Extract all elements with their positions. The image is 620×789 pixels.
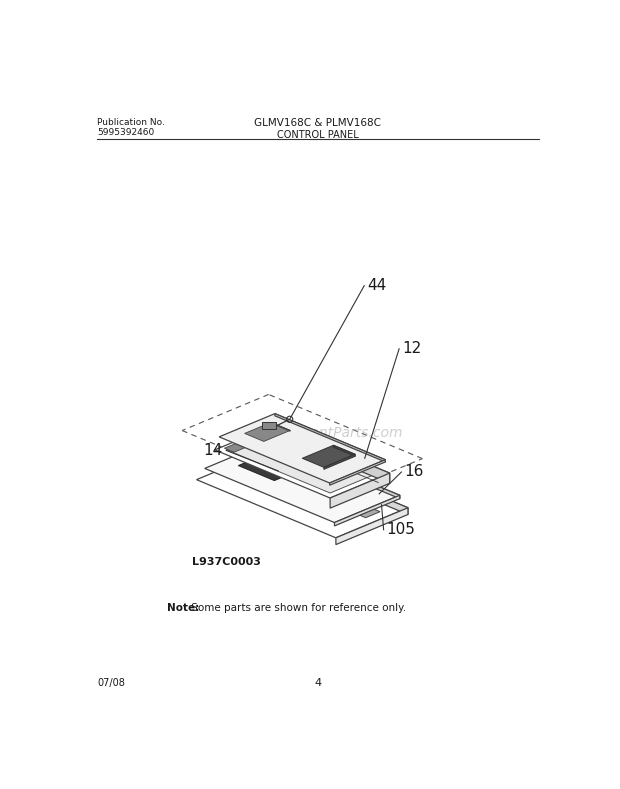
Polygon shape [226,430,378,493]
Polygon shape [336,508,408,544]
Polygon shape [270,441,400,499]
Text: 44: 44 [367,279,387,294]
Polygon shape [205,441,400,522]
Text: 16: 16 [404,465,424,480]
Text: 12: 12 [402,342,422,357]
Bar [262,421,276,429]
Polygon shape [307,462,334,473]
Polygon shape [303,445,355,467]
Polygon shape [219,413,386,483]
Polygon shape [317,467,344,478]
Text: 105: 105 [387,522,415,537]
Polygon shape [224,428,282,452]
Text: 14: 14 [203,443,223,458]
Text: GLMV168C & PLMV168C: GLMV168C & PLMV168C [254,118,381,128]
Text: Some parts are shown for reference only.: Some parts are shown for reference only. [188,603,407,613]
Text: eReplacementParts.com: eReplacementParts.com [233,427,402,440]
Polygon shape [275,413,386,462]
Text: 4: 4 [314,678,321,687]
Polygon shape [334,495,400,526]
Polygon shape [330,460,386,485]
Polygon shape [324,454,355,469]
Polygon shape [197,450,408,538]
Text: Publication No.: Publication No. [97,118,165,127]
Text: Note:: Note: [167,603,199,613]
Polygon shape [215,425,390,498]
Polygon shape [328,471,355,482]
Polygon shape [271,422,290,432]
Text: 5995392460: 5995392460 [97,128,154,136]
Polygon shape [330,473,390,508]
Polygon shape [334,445,355,456]
Text: 07/08: 07/08 [97,678,125,687]
Polygon shape [360,509,380,518]
Polygon shape [275,425,390,484]
Text: CONTROL PANEL: CONTROL PANEL [277,130,358,140]
Polygon shape [244,422,290,441]
Text: L937C0003: L937C0003 [192,557,261,567]
Polygon shape [268,450,408,514]
Polygon shape [238,453,304,481]
